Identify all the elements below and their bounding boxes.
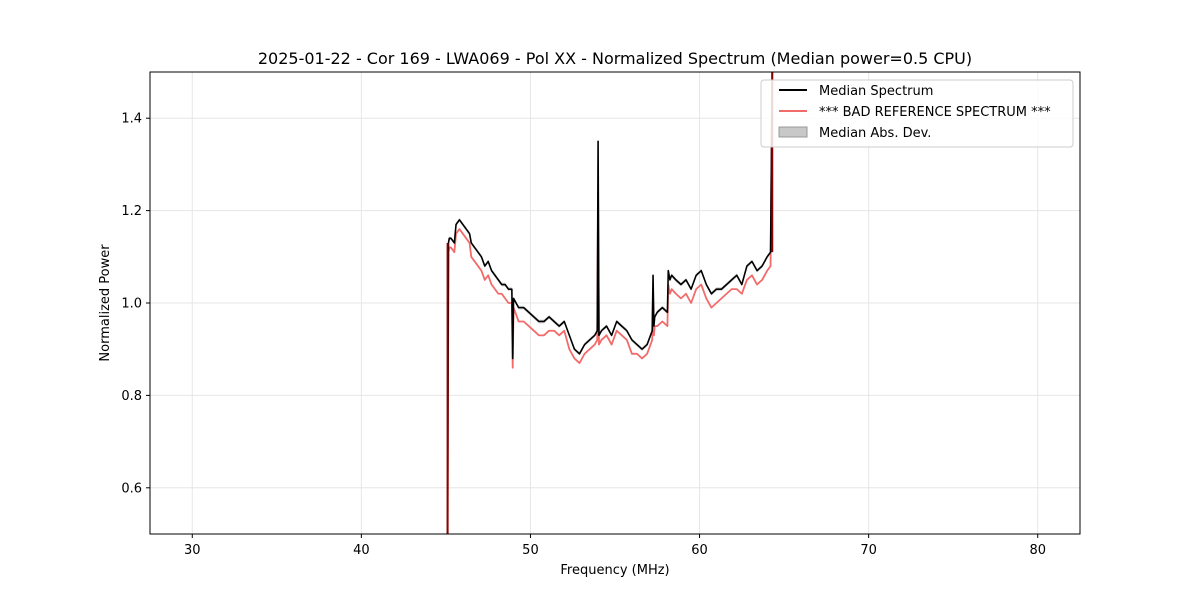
y-tick-label: 0.6 (121, 481, 142, 496)
y-tick-label: 1.2 (121, 204, 142, 219)
x-tick-label: 80 (1029, 543, 1046, 558)
x-tick-label: 50 (522, 543, 539, 558)
legend-swatch-mad (778, 126, 808, 138)
y-tick-label: 0.8 (121, 389, 142, 404)
y-axis: 0.6 0.8 1.0 1.2 1.4 (121, 112, 150, 496)
legend-box (760, 79, 1074, 148)
legend: Median Spectrum *** BAD REFERENCE SPECTR… (760, 79, 1074, 148)
x-tick-label: 40 (353, 543, 370, 558)
series-median-line (446, 72, 774, 534)
x-tick-label: 70 (860, 543, 877, 558)
x-tick-label: 60 (691, 543, 708, 558)
y-axis-label: Normalized Power (98, 244, 113, 362)
legend-label-median: Median Spectrum (819, 84, 933, 99)
x-tick-label: 30 (184, 543, 201, 558)
y-tick-label: 1.0 (121, 297, 142, 312)
y-tick-label: 1.4 (121, 112, 142, 127)
chart-title: 2025-01-22 - Cor 169 - LWA069 - Pol XX -… (258, 49, 972, 68)
legend-label-mad: Median Abs. Dev. (819, 126, 931, 141)
x-axis-label: Frequency (MHz) (560, 563, 669, 578)
legend-label-reference: *** BAD REFERENCE SPECTRUM *** (819, 105, 1051, 120)
x-axis: 30 40 50 60 70 80 (184, 534, 1046, 558)
data-layer (446, 72, 774, 534)
